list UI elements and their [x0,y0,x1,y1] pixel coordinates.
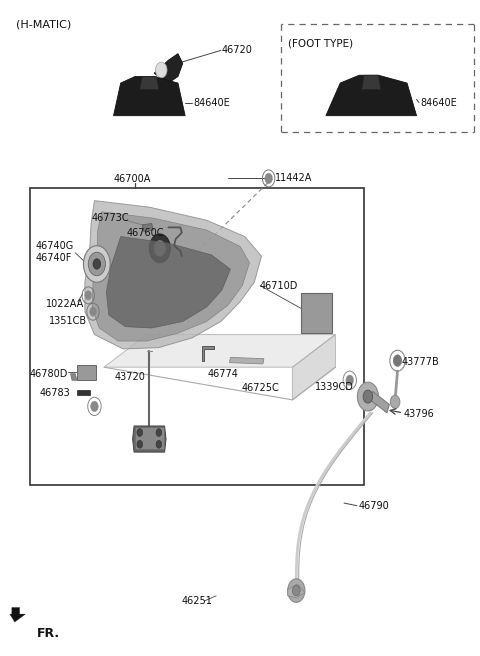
Polygon shape [288,584,305,598]
Text: 46251: 46251 [182,596,213,606]
Text: 46790: 46790 [359,501,389,510]
Circle shape [149,234,170,262]
Polygon shape [292,335,336,400]
Polygon shape [370,392,389,413]
Text: 46725C: 46725C [241,383,279,393]
Circle shape [156,428,162,436]
Polygon shape [92,212,250,341]
Polygon shape [362,75,381,90]
Polygon shape [202,346,214,361]
Text: 46740F: 46740F [36,253,72,263]
Text: 11442A: 11442A [275,173,312,184]
Circle shape [154,241,166,256]
Circle shape [288,579,305,602]
Circle shape [85,291,92,300]
Text: 46720: 46720 [222,45,253,55]
Polygon shape [114,77,185,115]
Circle shape [137,428,143,436]
Polygon shape [10,607,25,622]
Text: 46780D: 46780D [30,369,68,379]
Bar [30,188,364,485]
Text: 46700A: 46700A [114,174,151,184]
Circle shape [346,375,354,386]
Text: 46774: 46774 [207,369,239,379]
Polygon shape [142,224,153,232]
Text: 46760C: 46760C [126,228,164,238]
Text: (H-MATIC): (H-MATIC) [16,19,71,30]
Text: FR.: FR. [37,626,60,640]
Circle shape [137,440,143,448]
Circle shape [93,258,101,269]
Text: 46710D: 46710D [260,281,299,291]
Polygon shape [154,54,183,83]
Circle shape [91,401,98,411]
Text: (FOOT TYPE): (FOOT TYPE) [288,39,353,49]
Circle shape [156,440,162,448]
Polygon shape [326,75,417,115]
Circle shape [90,307,96,316]
Polygon shape [85,201,262,349]
Text: 1022AA: 1022AA [46,299,84,309]
Circle shape [88,252,106,276]
Polygon shape [135,427,164,449]
Polygon shape [71,374,77,380]
Text: 43720: 43720 [115,372,145,382]
Bar [301,293,332,333]
Circle shape [265,173,273,184]
Text: 46783: 46783 [39,388,70,398]
Polygon shape [107,237,230,328]
Text: 43796: 43796 [403,409,434,419]
Polygon shape [77,390,90,396]
Circle shape [363,390,372,403]
Circle shape [358,382,378,411]
Circle shape [390,396,400,408]
Polygon shape [132,426,166,452]
Text: 1351CB: 1351CB [49,316,87,327]
Polygon shape [229,358,264,364]
Text: 46740G: 46740G [36,241,74,251]
Circle shape [156,62,167,78]
Polygon shape [77,365,96,380]
Circle shape [292,585,300,596]
Text: 84640E: 84640E [420,98,456,108]
Text: 84640E: 84640E [193,98,230,108]
Text: 46773C: 46773C [92,213,130,223]
Text: 1339CD: 1339CD [315,382,354,392]
Circle shape [84,246,110,282]
Text: 43777B: 43777B [401,357,439,367]
Polygon shape [104,335,336,367]
Circle shape [393,355,402,367]
Polygon shape [140,77,159,90]
